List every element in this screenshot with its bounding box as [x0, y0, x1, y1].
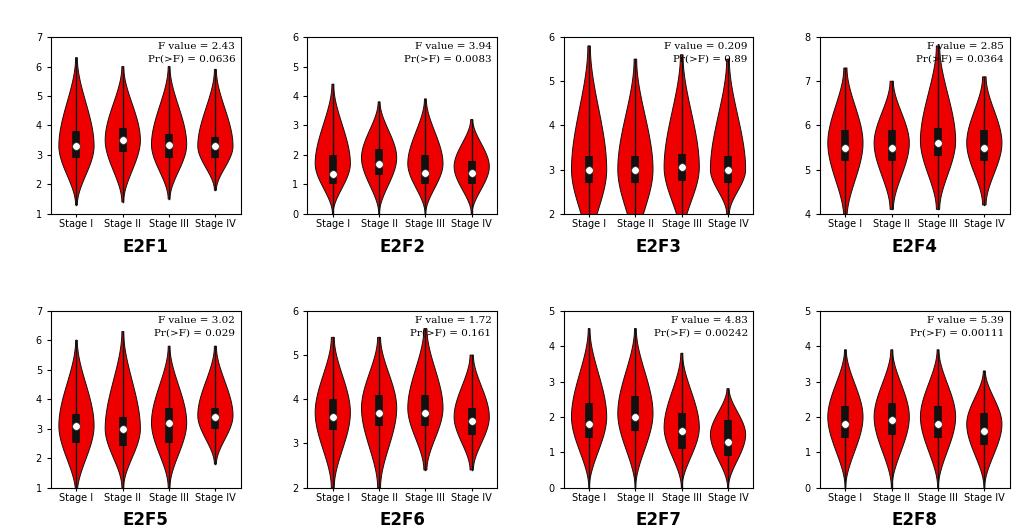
Polygon shape	[361, 102, 396, 214]
X-axis label: E2F3: E2F3	[635, 237, 681, 255]
Polygon shape	[919, 350, 955, 488]
Text: F value = 1.72
Pr(>F) = 0.161: F value = 1.72 Pr(>F) = 0.161	[410, 316, 491, 337]
Polygon shape	[663, 354, 699, 488]
X-axis label: E2F6: E2F6	[379, 511, 425, 529]
Polygon shape	[663, 55, 699, 236]
Polygon shape	[709, 388, 745, 488]
Polygon shape	[827, 350, 862, 488]
Polygon shape	[315, 338, 351, 488]
Polygon shape	[453, 120, 489, 214]
X-axis label: E2F7: E2F7	[635, 511, 681, 529]
Polygon shape	[827, 68, 862, 218]
Polygon shape	[873, 81, 908, 209]
Text: F value = 5.39
Pr(>F) = 0.00111: F value = 5.39 Pr(>F) = 0.00111	[909, 316, 1003, 337]
Polygon shape	[618, 59, 652, 249]
Polygon shape	[105, 332, 141, 488]
Polygon shape	[966, 77, 1001, 205]
Text: F value = 4.83
Pr(>F) = 0.00242: F value = 4.83 Pr(>F) = 0.00242	[653, 316, 747, 337]
Text: F value = 3.94
Pr(>F) = 0.0083: F value = 3.94 Pr(>F) = 0.0083	[404, 42, 491, 63]
X-axis label: E2F1: E2F1	[123, 237, 169, 255]
Polygon shape	[966, 371, 1001, 488]
Polygon shape	[408, 329, 442, 470]
X-axis label: E2F5: E2F5	[123, 511, 169, 529]
Polygon shape	[315, 84, 351, 214]
Polygon shape	[105, 67, 141, 202]
Text: F value = 3.02
Pr(>F) = 0.029: F value = 3.02 Pr(>F) = 0.029	[154, 316, 235, 337]
Polygon shape	[361, 338, 396, 488]
Polygon shape	[152, 67, 186, 199]
Polygon shape	[618, 329, 652, 488]
Text: F value = 0.209
Pr(>F) = 0.89: F value = 0.209 Pr(>F) = 0.89	[663, 42, 747, 63]
Polygon shape	[873, 350, 908, 488]
Polygon shape	[198, 346, 232, 464]
X-axis label: E2F8: E2F8	[891, 511, 936, 529]
Polygon shape	[152, 346, 186, 488]
Polygon shape	[453, 355, 489, 470]
Polygon shape	[571, 329, 606, 488]
X-axis label: E2F4: E2F4	[891, 237, 936, 255]
Polygon shape	[408, 99, 442, 214]
Text: F value = 2.43
Pr(>F) = 0.0636: F value = 2.43 Pr(>F) = 0.0636	[148, 42, 235, 63]
Polygon shape	[709, 59, 745, 214]
Polygon shape	[571, 46, 606, 249]
X-axis label: E2F2: E2F2	[379, 237, 425, 255]
Polygon shape	[198, 69, 232, 190]
Text: F value = 2.85
Pr(>F) = 0.0364: F value = 2.85 Pr(>F) = 0.0364	[916, 42, 1003, 63]
Polygon shape	[919, 46, 955, 209]
Polygon shape	[59, 340, 94, 493]
Polygon shape	[59, 58, 94, 205]
